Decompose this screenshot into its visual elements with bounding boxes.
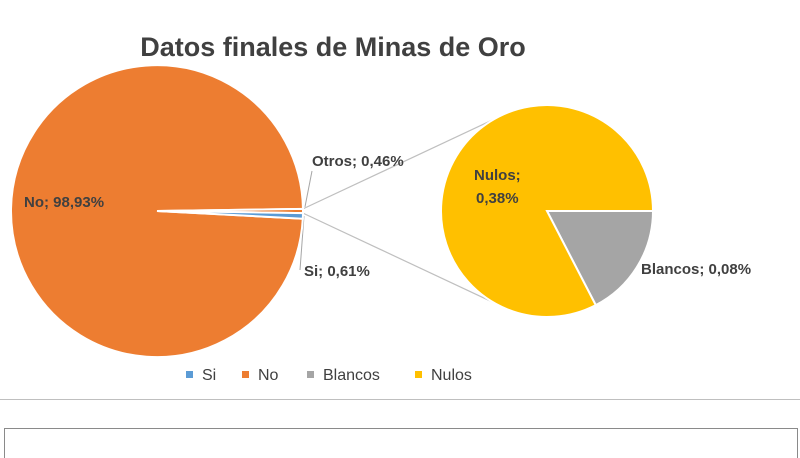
connector-line-top: [302, 110, 512, 210]
legend-label-no: No: [258, 367, 279, 384]
leader-line-otros: [304, 170, 313, 207]
legend-swatch-no: [242, 371, 249, 378]
data-label-nulos-line2: 0,38%: [476, 190, 519, 207]
legend: Si No Blancos Nulos: [186, 367, 472, 384]
data-label-si: Si; 0,61%: [304, 263, 370, 280]
slice-si: [156, 210, 304, 220]
legend-label-blancos: Blancos: [323, 367, 380, 384]
slice-nulos: [440, 104, 655, 319]
legend-swatch-nulos: [415, 371, 422, 378]
data-label-no: No; 98,93%: [24, 194, 104, 211]
secondary-pie: [440, 104, 655, 319]
main-pie: [10, 64, 304, 359]
legend-label-si: Si: [202, 367, 216, 384]
data-label-blancos: Blancos; 0,08%: [641, 261, 751, 278]
data-label-nulos-line1: Nulos;: [474, 167, 521, 184]
next-panel-border: [4, 428, 798, 458]
connector-line-bottom: [302, 212, 512, 312]
chart-title: Datos finales de Minas de Oro: [140, 32, 526, 62]
legend-swatch-si: [186, 371, 193, 378]
legend-label-nulos: Nulos: [431, 367, 472, 384]
data-label-otros: Otros; 0,46%: [312, 153, 404, 170]
pie-of-pie-chart: Datos finales de Minas de Oro No; 98,93%…: [10, 32, 751, 384]
chart-frame: Datos finales de Minas de Oro No; 98,93%…: [0, 32, 800, 400]
slice-blancos: [545, 210, 655, 307]
legend-swatch-blancos: [307, 371, 314, 378]
